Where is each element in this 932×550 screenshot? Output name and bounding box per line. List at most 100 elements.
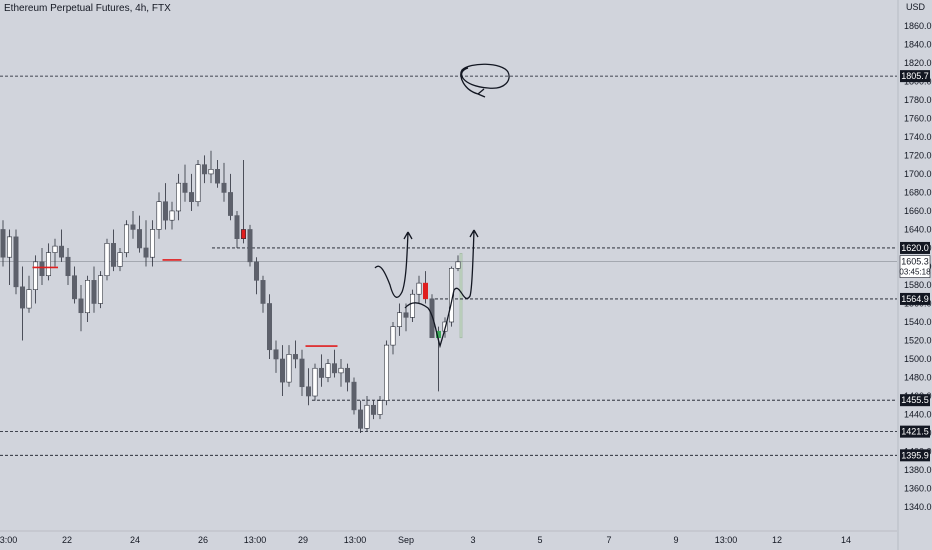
candlestick-series [0, 150, 461, 434]
candle-body [228, 192, 234, 216]
level-price-tag-text: 1805.7 [901, 71, 929, 81]
candle-body [448, 268, 454, 323]
time-tick-label: 29 [298, 535, 308, 545]
level-price-tag [900, 70, 930, 83]
time-tick-label: 7 [606, 535, 611, 545]
projection-box [459, 253, 463, 339]
circle-arrow-drawing [460, 63, 510, 98]
candle-body [137, 229, 143, 249]
candle-body [39, 261, 45, 277]
candle-body [26, 289, 32, 309]
price-tick-label: 1380.0 [904, 465, 932, 475]
price-tick-label: 1360.0 [904, 484, 932, 494]
candle-body [0, 229, 6, 258]
price-axis-labels: 1805.7 1620.0 1564.9 1455.5 1421.5 1395.9 1605… [899, 70, 931, 462]
candle-body [150, 229, 156, 258]
candle-body [403, 312, 409, 318]
candle-body [416, 282, 422, 295]
candle-body [65, 256, 71, 277]
price-tick-label: 1840.0 [904, 39, 932, 49]
candle-body [312, 367, 318, 397]
candle-body [260, 280, 266, 304]
candle-body [98, 275, 104, 304]
candle-body [52, 245, 58, 253]
time-tick-label: 13:00 [244, 535, 267, 545]
candle-body [299, 358, 305, 388]
candle-body [104, 243, 110, 277]
candle-body [45, 252, 51, 277]
candle-body [32, 261, 38, 290]
time-tick-label: 22 [62, 535, 72, 545]
candle-body [325, 363, 331, 378]
candle-body [344, 367, 350, 383]
candle-body [117, 252, 123, 267]
candle-body [422, 282, 428, 300]
price-tick-label: 1440.0 [904, 410, 932, 420]
time-tick-label: 12 [772, 535, 782, 545]
candle-body [331, 363, 337, 374]
level-price-tag-text: 1620.0 [901, 243, 929, 253]
candle-body [266, 303, 272, 351]
level-price-tag [900, 292, 930, 305]
price-tick-label: 1680.0 [904, 187, 932, 197]
level-price-tag-text: 1455.5 [901, 395, 929, 405]
candle-body [13, 236, 19, 288]
candle-body [351, 381, 357, 411]
current-price-value: 1605.3 [901, 257, 929, 267]
price-tick-label: 1340.0 [904, 502, 932, 512]
price-tick-label: 1500.0 [904, 354, 932, 364]
price-tick-label: 1860.0 [904, 21, 932, 31]
candle-body [364, 404, 370, 429]
candle-body [124, 224, 130, 253]
candle-body [370, 404, 376, 415]
projection-box-layer [459, 253, 463, 339]
candle-body [409, 293, 415, 318]
candle-body [202, 164, 208, 175]
candle-body [292, 354, 298, 360]
currency-label: USD [906, 2, 926, 12]
time-tick-label: 3 [470, 535, 475, 545]
level-price-tag-text: 1564.9 [901, 294, 929, 304]
current-price-tag [899, 255, 931, 278]
price-tick-label: 1480.0 [904, 373, 932, 383]
price-tick-label: 1540.0 [904, 317, 932, 327]
projection-path-1 [374, 231, 413, 298]
price-tick-label: 1780.0 [904, 95, 932, 105]
candle-body [357, 409, 363, 429]
level-price-tag [900, 449, 930, 462]
time-tick-label: 13:00 [0, 535, 17, 545]
candle-body [163, 201, 169, 221]
level-price-tag [900, 394, 930, 407]
candle-body [189, 192, 195, 202]
candle-body [286, 354, 292, 383]
price-tick-label: 1660.0 [904, 206, 932, 216]
time-tick-label: 26 [198, 535, 208, 545]
price-tick-label: 1720.0 [904, 150, 932, 160]
level-price-tag [900, 241, 930, 254]
candle-body [143, 247, 149, 258]
time-tick-label: Sep [398, 535, 414, 545]
candle-body [130, 224, 136, 230]
annotation-layer [32, 259, 338, 347]
time-tick-label: 13:00 [344, 535, 367, 545]
candle-body [305, 386, 311, 397]
candle-body [241, 229, 247, 240]
candle-body [72, 275, 78, 300]
price-tick-label: 1740.0 [904, 132, 932, 142]
candle-body [429, 298, 435, 339]
candle-body [19, 286, 25, 309]
candle-body [247, 229, 253, 263]
candle-body [195, 164, 201, 202]
candle-body [390, 326, 396, 346]
candle-body [111, 243, 117, 267]
price-tick-label: 1520.0 [904, 335, 932, 345]
candle-body [208, 169, 214, 175]
price-tick-label: 1700.0 [904, 169, 932, 179]
time-tick-label: 13:00 [715, 535, 738, 545]
price-tick-label: 1580.0 [904, 280, 932, 290]
projection-path-2 [404, 229, 479, 349]
level-price-tag-text: 1421.5 [901, 427, 929, 437]
candle-body [254, 261, 260, 281]
